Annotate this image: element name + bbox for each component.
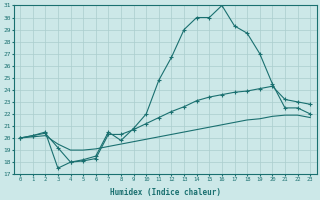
X-axis label: Humidex (Indice chaleur): Humidex (Indice chaleur) <box>110 188 220 197</box>
